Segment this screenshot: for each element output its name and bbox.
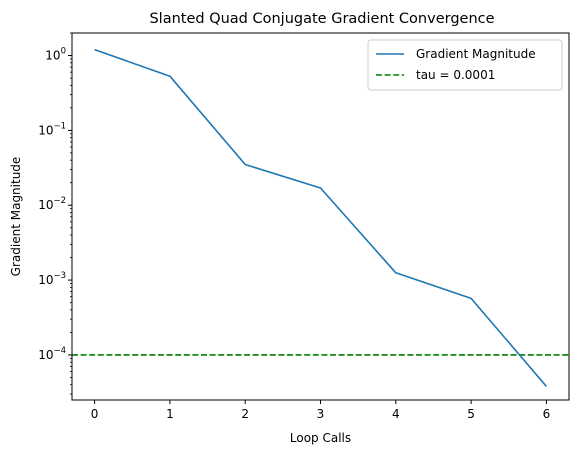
chart-title: Slanted Quad Conjugate Gradient Converge… xyxy=(149,11,494,27)
y-tick-label: 100 xyxy=(45,47,66,63)
x-axis-label: Loop Calls xyxy=(290,431,351,445)
x-tick-label: 4 xyxy=(392,407,400,421)
legend: Gradient Magnitude tau = 0.0001 xyxy=(367,39,563,91)
x-tick-label: 6 xyxy=(543,407,551,421)
legend-box xyxy=(367,39,563,91)
y-axis-label: Gradient Magnitude xyxy=(9,157,23,277)
plot-area xyxy=(72,48,569,387)
x-tick-label: 3 xyxy=(317,407,325,421)
y-tick-label: 10−4 xyxy=(38,346,66,362)
x-tick-label: 0 xyxy=(91,407,99,421)
y-tick-label: 10−1 xyxy=(38,121,66,137)
y-tick-label: 10−3 xyxy=(38,271,66,287)
y-axis: 10−4 10−3 10−2 10−1 100 xyxy=(38,32,72,395)
x-tick-label: 2 xyxy=(241,407,249,421)
x-tick-label: 5 xyxy=(467,407,475,421)
series-line-gradient-magnitude xyxy=(94,48,548,387)
y-tick-label: 10−2 xyxy=(38,196,66,212)
x-tick-label: 1 xyxy=(166,407,174,421)
legend-label: Gradient Magnitude xyxy=(416,47,536,61)
legend-label: tau = 0.0001 xyxy=(416,68,495,82)
x-axis: 0 1 2 3 4 5 6 xyxy=(91,400,550,421)
